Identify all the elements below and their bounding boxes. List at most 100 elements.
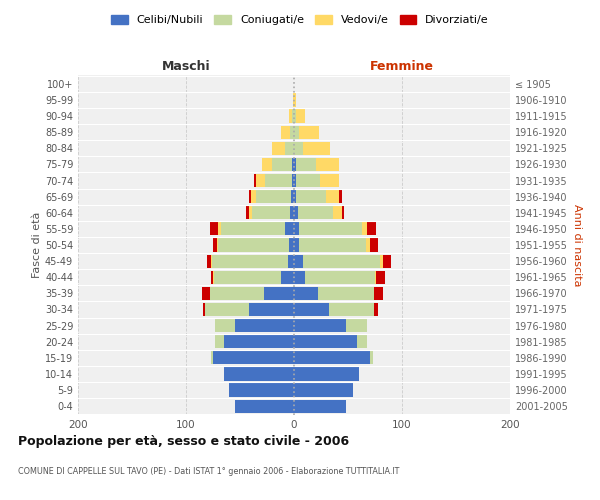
Bar: [294, 319, 346, 332]
Bar: [296, 174, 320, 187]
Bar: [294, 94, 296, 106]
Text: COMUNE DI CAPPELLE SUL TAVO (PE) - Dati ISTAT 1° gennaio 2006 - Elaborazione TUT: COMUNE DI CAPPELLE SUL TAVO (PE) - Dati …: [18, 468, 400, 476]
Bar: [294, 384, 353, 396]
Bar: [262, 158, 272, 171]
Bar: [299, 222, 362, 235]
Text: Maschi: Maschi: [161, 60, 211, 72]
Bar: [294, 368, 359, 380]
Bar: [305, 270, 375, 284]
Bar: [294, 303, 329, 316]
Bar: [356, 335, 367, 348]
Bar: [281, 270, 294, 284]
Bar: [272, 158, 292, 171]
Bar: [217, 238, 218, 252]
Bar: [292, 110, 294, 122]
Y-axis label: Fasce di età: Fasce di età: [32, 212, 42, 278]
Bar: [210, 222, 218, 235]
Bar: [215, 335, 224, 348]
Bar: [294, 286, 318, 300]
Bar: [254, 174, 256, 187]
Bar: [296, 110, 305, 122]
Bar: [213, 270, 214, 284]
Bar: [333, 206, 341, 220]
Bar: [218, 222, 221, 235]
Text: Popolazione per età, sesso e stato civile - 2006: Popolazione per età, sesso e stato civil…: [18, 435, 349, 448]
Bar: [287, 254, 294, 268]
Bar: [203, 303, 205, 316]
Bar: [215, 319, 235, 332]
Bar: [229, 384, 294, 396]
Bar: [213, 351, 294, 364]
Bar: [291, 190, 294, 203]
Bar: [248, 206, 252, 220]
Bar: [206, 254, 211, 268]
Bar: [289, 110, 292, 122]
Bar: [362, 222, 367, 235]
Bar: [367, 222, 376, 235]
Bar: [286, 142, 294, 155]
Bar: [251, 190, 256, 203]
Bar: [224, 335, 294, 348]
Bar: [296, 158, 316, 171]
Bar: [294, 270, 305, 284]
Bar: [290, 206, 294, 220]
Bar: [292, 174, 294, 187]
Bar: [302, 142, 329, 155]
Bar: [294, 126, 299, 139]
Bar: [235, 400, 294, 412]
Bar: [286, 222, 294, 235]
Bar: [247, 206, 248, 220]
Bar: [281, 126, 290, 139]
Bar: [383, 254, 391, 268]
Bar: [340, 190, 341, 203]
Bar: [299, 126, 319, 139]
Bar: [320, 174, 340, 187]
Bar: [294, 238, 299, 252]
Bar: [265, 174, 292, 187]
Bar: [380, 254, 383, 268]
Bar: [370, 238, 378, 252]
Bar: [221, 222, 286, 235]
Bar: [316, 158, 340, 171]
Bar: [294, 142, 302, 155]
Bar: [248, 303, 294, 316]
Bar: [294, 335, 356, 348]
Bar: [294, 174, 296, 187]
Bar: [264, 286, 294, 300]
Bar: [210, 286, 264, 300]
Bar: [218, 238, 289, 252]
Bar: [292, 158, 294, 171]
Bar: [294, 254, 302, 268]
Y-axis label: Anni di nascita: Anni di nascita: [572, 204, 581, 286]
Bar: [370, 351, 373, 364]
Bar: [211, 351, 213, 364]
Bar: [375, 270, 376, 284]
Bar: [294, 110, 296, 122]
Bar: [205, 303, 248, 316]
Bar: [211, 254, 212, 268]
Bar: [299, 238, 367, 252]
Bar: [294, 206, 298, 220]
Bar: [256, 174, 265, 187]
Bar: [256, 190, 291, 203]
Bar: [214, 270, 281, 284]
Bar: [302, 254, 380, 268]
Bar: [374, 303, 378, 316]
Legend: Celibi/Nubili, Coniugati/e, Vedovi/e, Divorziati/e: Celibi/Nubili, Coniugati/e, Vedovi/e, Di…: [107, 10, 493, 30]
Bar: [272, 142, 286, 155]
Bar: [235, 319, 294, 332]
Bar: [326, 190, 340, 203]
Bar: [298, 206, 333, 220]
Bar: [294, 222, 299, 235]
Bar: [376, 270, 385, 284]
Bar: [294, 400, 346, 412]
Bar: [290, 126, 294, 139]
Bar: [293, 94, 294, 106]
Bar: [374, 286, 383, 300]
Bar: [224, 368, 294, 380]
Bar: [248, 190, 251, 203]
Text: Femmine: Femmine: [370, 60, 434, 72]
Bar: [296, 190, 326, 203]
Bar: [211, 270, 213, 284]
Bar: [294, 190, 296, 203]
